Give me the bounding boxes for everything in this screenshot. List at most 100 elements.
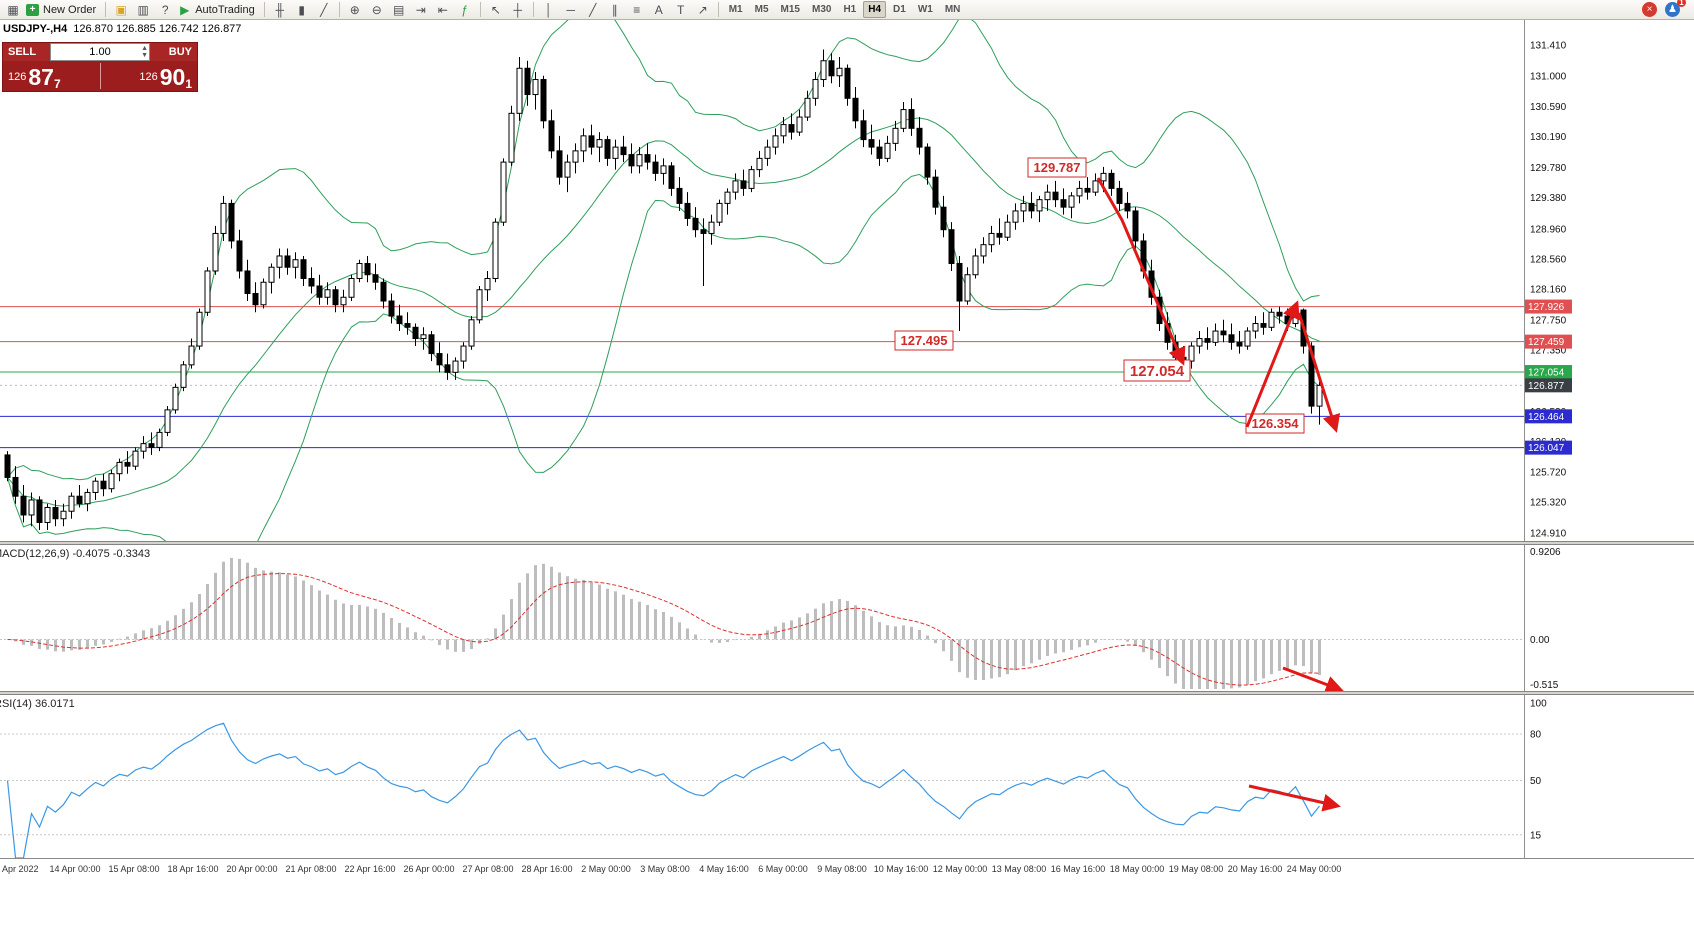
- chart-window-icon[interactable]: ▦: [3, 1, 23, 19]
- candlestick-chart-icon[interactable]: ▮: [292, 1, 312, 19]
- timeframe-w1[interactable]: W1: [917, 4, 933, 15]
- buy-price-main: 90: [159, 64, 186, 90]
- price-scale-label: 127.750: [1530, 315, 1567, 326]
- macd-chart[interactable]: 0.9206 0.00 -0.515: [0, 545, 1694, 691]
- svg-text:126.354: 126.354: [1252, 416, 1300, 431]
- buy-price-sup: 1: [185, 77, 192, 91]
- trend-arrow[interactable]: [1282, 666, 1344, 691]
- timeframe-h4[interactable]: H4: [863, 1, 887, 18]
- community-icon[interactable]: ♟ 1: [1665, 0, 1686, 17]
- timeframe-mn[interactable]: MN: [944, 4, 961, 15]
- svg-text:126.464: 126.464: [1528, 412, 1565, 423]
- tile-windows-icon[interactable]: ▤: [389, 1, 409, 19]
- chart-shift-icon[interactable]: ⇤: [433, 1, 453, 19]
- svg-text:127.054: 127.054: [1528, 368, 1565, 379]
- rsi-chart[interactable]: 100 80 50 15: [0, 695, 1694, 858]
- timeframe-m1[interactable]: M1: [728, 4, 743, 15]
- pane-separator[interactable]: [0, 691, 1694, 695]
- sell-price[interactable]: 126 87 7: [3, 61, 100, 91]
- macd-scale-label: 0.9206: [1530, 547, 1561, 558]
- annotation-127.054[interactable]: 127.054: [1123, 359, 1191, 382]
- help-icon[interactable]: ?: [155, 1, 175, 19]
- label-icon[interactable]: T: [671, 1, 691, 19]
- annotation-129.787[interactable]: 129.787: [1027, 157, 1087, 178]
- buy-button[interactable]: BUY: [168, 46, 192, 58]
- candles-layer[interactable]: [4, 49, 1323, 530]
- line-chart-icon[interactable]: ╱: [314, 1, 334, 19]
- price-scale-label: 124.910: [1530, 529, 1567, 540]
- price-scale-label: 128.960: [1530, 224, 1567, 235]
- rsi-scale-label: 100: [1530, 699, 1547, 710]
- trend-arrow[interactable]: [1245, 300, 1300, 428]
- cursor-icon[interactable]: ↖: [486, 1, 506, 19]
- candlestick-chart-icon: ▮: [298, 2, 306, 17]
- auto-scroll-icon[interactable]: ⇥: [411, 1, 431, 19]
- timeframe-h1[interactable]: H1: [843, 4, 857, 15]
- time-axis-label: 22 Apr 16:00: [344, 864, 396, 874]
- volume-down-icon[interactable]: ▼: [141, 52, 148, 59]
- symbol-status-line: USDJPY-,H4 126.870 126.885 126.742 126.87…: [3, 23, 241, 35]
- time-axis-label: 3 May 08:00: [640, 864, 690, 874]
- pane-separator[interactable]: [0, 541, 1694, 545]
- volume-input[interactable]: [65, 46, 135, 58]
- time-axis[interactable]: Apr 2022 14 Apr 00:00 15 Apr 08:00 18 Apr 1…: [0, 858, 1694, 947]
- time-axis-label: 6 May 00:00: [758, 864, 808, 874]
- toolbar-separator: [338, 2, 340, 17]
- macd-indicator-label: MACD(12,26,9) -0.4075 -0.3343: [0, 548, 151, 560]
- text-icon[interactable]: A: [649, 1, 669, 19]
- price-chart[interactable]: 131.410 131.000 130.590 130.190 129.780 129.3…: [0, 20, 1694, 541]
- timeframe-m30[interactable]: M30: [811, 4, 832, 15]
- svg-text:126.047: 126.047: [1528, 443, 1565, 454]
- volume-up-icon[interactable]: ▲: [141, 45, 148, 52]
- time-axis-label: 14 Apr 00:00: [49, 864, 101, 874]
- trend-arrow[interactable]: [1248, 784, 1341, 812]
- metaeditor-icon[interactable]: ▣: [111, 1, 131, 19]
- zoom-out-icon[interactable]: ⊖: [367, 1, 387, 19]
- crosshair-icon[interactable]: ┼: [508, 1, 528, 19]
- text-icon: A: [654, 2, 663, 17]
- price-scale-label: 130.190: [1530, 132, 1567, 143]
- timeframe-m5[interactable]: M5: [754, 4, 769, 15]
- trend-arrow[interactable]: [1096, 177, 1186, 366]
- chart-window-icon: ▦: [7, 2, 19, 17]
- annotation-127.495[interactable]: 127.495: [894, 330, 954, 351]
- market-watch-icon[interactable]: ▥: [133, 1, 153, 19]
- autotrading-button[interactable]: ▶ AutoTrading: [177, 1, 259, 19]
- price-scale-label: 128.560: [1530, 254, 1567, 265]
- toolbar-separator: [105, 2, 107, 17]
- rsi-line: [6, 722, 1320, 858]
- vertical-line-icon[interactable]: │: [539, 1, 559, 19]
- time-axis-label: 13 May 08:00: [991, 864, 1047, 874]
- sell-button[interactable]: SELL: [8, 46, 37, 58]
- time-axis-label: 9 May 08:00: [817, 864, 867, 874]
- volume-field[interactable]: ▲ ▼: [50, 43, 150, 61]
- trendline-icon[interactable]: ╱: [583, 1, 603, 19]
- fibonacci-icon[interactable]: ≡: [627, 1, 647, 19]
- auto-scroll-icon: ⇥: [415, 2, 426, 17]
- timeframe-m15[interactable]: M15: [780, 4, 800, 15]
- arrows-icon[interactable]: ↗: [693, 1, 713, 19]
- buy-price-prefix: 126: [139, 71, 158, 83]
- indicators-icon[interactable]: ƒ: [455, 1, 475, 19]
- annotation-126.354[interactable]: 126.354: [1245, 413, 1305, 434]
- buy-price[interactable]: 126 90 1: [100, 61, 197, 91]
- channel-icon[interactable]: ∥: [605, 1, 625, 19]
- price-scale-label: 128.160: [1530, 285, 1567, 296]
- bar-chart-icon[interactable]: ╫: [270, 1, 290, 19]
- timeframe-d1[interactable]: D1: [893, 4, 906, 15]
- horizontal-line-icon[interactable]: ─: [561, 1, 581, 19]
- toolbar-separator: [532, 2, 534, 17]
- sell-price-sup: 7: [53, 77, 61, 91]
- market-watch-icon: ▥: [137, 2, 149, 17]
- new-order-button[interactable]: + New Order: [25, 1, 100, 19]
- trendline-icon: ╱: [589, 2, 597, 17]
- zoom-in-icon: ⊕: [349, 2, 360, 17]
- panel-divider: [100, 63, 101, 89]
- time-axis-label: 10 May 16:00: [873, 864, 929, 874]
- close-icon[interactable]: ×: [1642, 2, 1657, 17]
- chart-shift-icon: ⇤: [437, 2, 448, 17]
- svg-text:129.787: 129.787: [1034, 160, 1081, 175]
- trend-arrow[interactable]: [1297, 312, 1341, 433]
- zoom-in-icon[interactable]: ⊕: [345, 1, 365, 19]
